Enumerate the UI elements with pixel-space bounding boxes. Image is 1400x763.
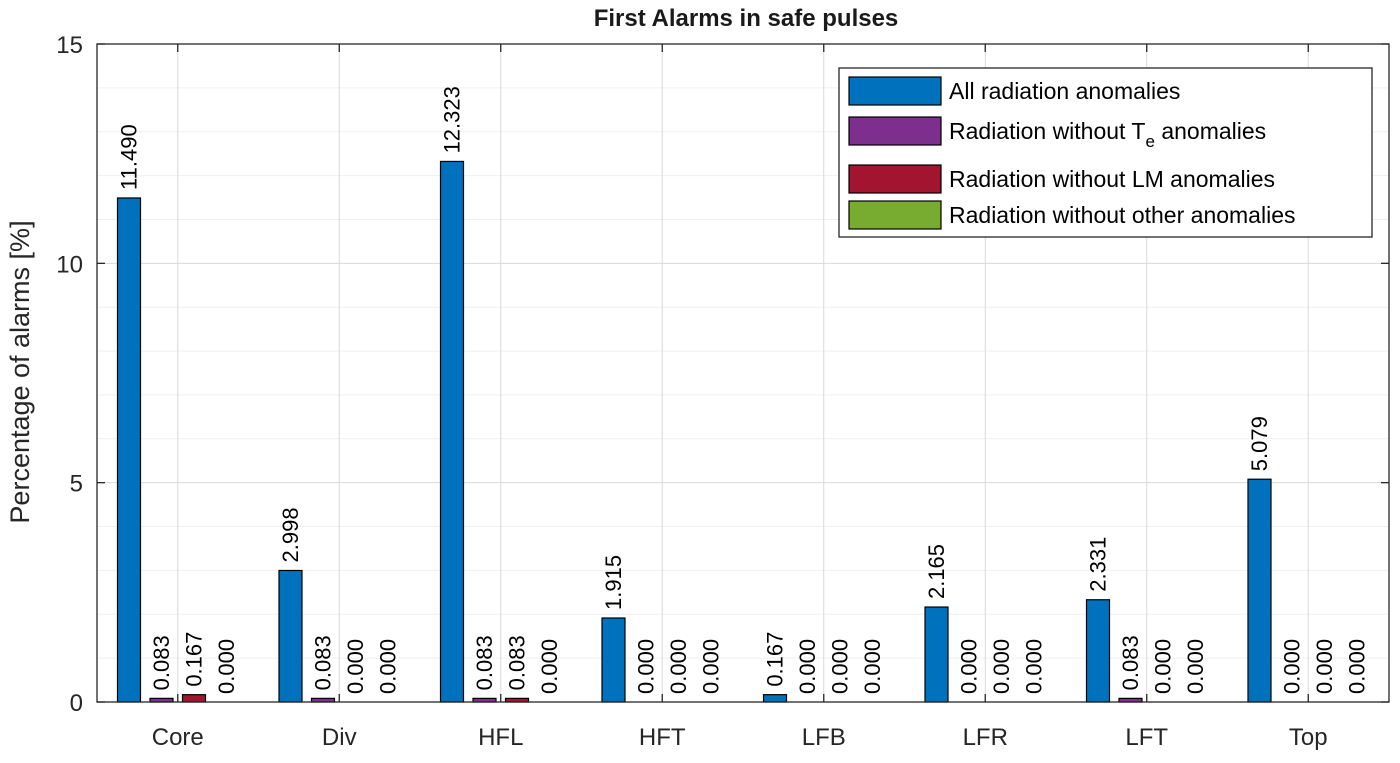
bar	[181, 694, 207, 703]
x-tick-label: HFL	[478, 724, 523, 751]
data-label: 0.000	[795, 639, 820, 694]
data-label: 0.000	[1151, 639, 1176, 694]
data-label: 0.083	[1118, 635, 1143, 690]
y-axis-label: Percentage of alarms [%]	[5, 220, 35, 523]
bar	[278, 569, 303, 703]
data-label: 0.000	[666, 639, 691, 694]
legend-entry: All radiation anomalies	[949, 78, 1180, 104]
bar	[1247, 478, 1272, 703]
data-label: 11.490	[117, 124, 142, 190]
data-label: 0.167	[182, 632, 207, 687]
x-tick-label: LFR	[963, 724, 1008, 751]
y-tick-label: 0	[70, 690, 83, 717]
bar	[924, 606, 949, 703]
data-label: 0.000	[214, 639, 239, 694]
y-tick-label: 10	[56, 251, 83, 278]
data-label: 5.079	[1247, 416, 1272, 471]
data-label: 0.000	[860, 639, 885, 694]
data-label: 0.000	[1345, 639, 1370, 694]
x-tick-label: LFB	[802, 724, 846, 751]
legend-swatch	[848, 116, 942, 146]
legend-entry: Radiation without other anomalies	[949, 202, 1295, 228]
data-label: 0.000	[537, 639, 562, 694]
data-label: 2.998	[278, 507, 303, 562]
data-label: 0.000	[1183, 639, 1208, 694]
data-label: 0.000	[1280, 639, 1305, 694]
data-label: 2.331	[1086, 537, 1111, 592]
data-label: 0.000	[828, 639, 853, 694]
plot-frame	[96, 43, 1390, 703]
data-label: 0.000	[1312, 639, 1337, 694]
data-label: 2.165	[924, 544, 949, 599]
data-label: 0.083	[505, 635, 530, 690]
data-label: 0.000	[376, 639, 401, 694]
bar	[439, 160, 465, 703]
bar	[762, 694, 788, 703]
bar	[1085, 599, 1111, 703]
legend: All radiation anomalies Radiation without…	[838, 67, 1373, 238]
data-label: 1.915	[601, 555, 626, 610]
bars	[116, 160, 1272, 703]
data-label: 0.000	[699, 639, 724, 694]
chart-title: First Alarms in safe pulses	[594, 5, 899, 32]
y-tick-label: 15	[56, 32, 83, 59]
data-label: 0.000	[343, 639, 368, 694]
data-label: 12.323	[440, 86, 465, 153]
axes: 0 5 10 15 Core Div HFL HFT LFB LFR LFT Top	[56, 32, 1390, 751]
data-label: 0.083	[472, 635, 497, 690]
x-tick-label: Core	[152, 724, 204, 751]
legend-swatch	[848, 164, 942, 194]
x-tick-label: Div	[322, 724, 357, 751]
data-labels: 11.490 2.998 12.323 1.915 0.167 2.165 2.331 5.0…	[117, 86, 1370, 694]
data-label: 0.083	[149, 635, 174, 690]
legend-swatch	[848, 76, 942, 106]
data-label: 0.000	[634, 639, 659, 694]
data-label: 0.000	[989, 639, 1014, 694]
bar	[116, 197, 142, 703]
x-tick-label: LFT	[1125, 724, 1168, 751]
x-tick-label: Top	[1289, 724, 1328, 751]
data-label: 0.083	[311, 635, 336, 690]
bar	[601, 617, 626, 703]
legend-swatch	[848, 200, 942, 230]
data-label: 0.167	[763, 632, 788, 687]
data-label: 0.000	[1022, 639, 1047, 694]
legend-entry: Radiation without LM anomalies	[949, 166, 1275, 192]
y-tick-label: 5	[70, 471, 83, 498]
x-tick-label: HFT	[639, 724, 686, 751]
data-label: 0.000	[957, 639, 982, 694]
